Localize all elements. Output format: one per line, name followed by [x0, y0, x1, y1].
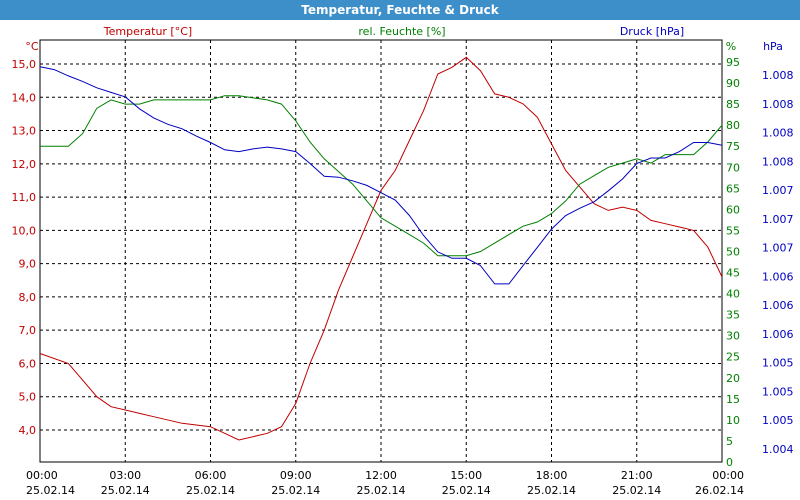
series-line-temperature [39, 56, 723, 441]
temperature-tick-label: 9,0 [19, 258, 37, 271]
x-tick-date: 25.02.14 [527, 484, 576, 497]
x-tick-time: 12:00 [365, 469, 397, 482]
temperature-tick-label: 7,0 [19, 324, 37, 337]
humidity-tick-label: 15 [726, 393, 740, 406]
pressure-tick-label: 1.008 [762, 127, 794, 140]
pressure-tick-label: 1.006 [762, 270, 794, 283]
x-tick-date: 25.02.14 [442, 484, 491, 497]
humidity-tick-label: 85 [726, 98, 740, 111]
humidity-tick-label: 35 [726, 309, 740, 322]
humidity-tick-label: 95 [726, 56, 740, 69]
humidity-axis-unit: % [726, 40, 736, 53]
x-tick-date: 25.02.14 [101, 484, 150, 497]
series-line-humidity [40, 95, 723, 257]
pressure-tick-label: 1.007 [762, 242, 794, 255]
pressure-tick-label: 1.005 [762, 385, 794, 398]
x-tick-date: 25.02.14 [357, 484, 406, 497]
humidity-tick-label: 25 [726, 351, 740, 364]
temperature-tick-label: 6,0 [19, 357, 37, 370]
pressure-axis-title: Druck [hPa] [620, 25, 684, 38]
x-tick-date: 25.02.14 [271, 484, 320, 497]
temperature-tick-label: 12,0 [12, 158, 37, 171]
temperature-tick-label: 5,0 [19, 391, 37, 404]
temperature-tick-label: 14,0 [12, 91, 37, 104]
pressure-tick-label: 1.008 [762, 155, 794, 168]
pressure-tick-label: 1.004 [762, 443, 794, 456]
x-tick-time: 15:00 [450, 469, 482, 482]
x-tick-date: 25.02.14 [26, 484, 75, 497]
x-tick-date: 25.02.14 [612, 484, 661, 497]
temperature-tick-label: 13,0 [12, 125, 37, 138]
pressure-tick-label: 1.007 [762, 184, 794, 197]
humidity-tick-label: 20 [726, 372, 740, 385]
x-tick-time: 09:00 [280, 469, 312, 482]
series-line-pressure [39, 66, 723, 285]
x-tick-time: 03:00 [109, 469, 141, 482]
humidity-tick-label: 0 [726, 456, 733, 469]
humidity-tick-label: 70 [726, 161, 740, 174]
temperature-tick-label: 4,0 [19, 424, 37, 437]
temperature-tick-label: 8,0 [19, 291, 37, 304]
x-tick-date: 26.02.14 [695, 484, 744, 497]
temperature-tick-label: 11,0 [12, 191, 37, 204]
chart-title: Temperatur, Feuchte & Druck [301, 3, 499, 17]
pressure-tick-label: 1.006 [762, 328, 794, 341]
x-tick-date: 25.02.14 [186, 484, 235, 497]
pressure-axis-unit: hPa [763, 40, 783, 53]
x-tick-time: 21:00 [621, 469, 653, 482]
chart-title-bar: Temperatur, Feuchte & Druck [0, 0, 800, 20]
humidity-axis-title: rel. Feuchte [%] [358, 25, 445, 38]
humidity-tick-label: 80 [726, 119, 740, 132]
pressure-tick-label: 1.006 [762, 299, 794, 312]
pressure-tick-label: 1.008 [762, 98, 794, 111]
x-tick-time: 06:00 [195, 469, 227, 482]
pressure-tick-label: 1.008 [762, 69, 794, 82]
humidity-tick-label: 65 [726, 182, 740, 195]
humidity-tick-label: 30 [726, 330, 740, 343]
humidity-tick-label: 75 [726, 140, 740, 153]
temperature-axis-unit: °C [25, 40, 39, 53]
humidity-tick-label: 40 [726, 288, 740, 301]
humidity-tick-label: 55 [726, 224, 740, 237]
humidity-tick-label: 45 [726, 267, 740, 280]
humidity-tick-label: 5 [726, 435, 733, 448]
pressure-tick-label: 1.007 [762, 213, 794, 226]
temperature-axis-title: Temperatur [°C] [103, 25, 192, 38]
x-tick-time: 00:00 [26, 469, 58, 482]
temperature-tick-label: 10,0 [12, 224, 37, 237]
humidity-tick-label: 90 [726, 77, 740, 90]
humidity-tick-label: 60 [726, 203, 740, 216]
x-tick-time: 00:00 [712, 469, 744, 482]
pressure-tick-label: 1.005 [762, 414, 794, 427]
humidity-tick-label: 10 [726, 414, 740, 427]
pressure-tick-label: 1.005 [762, 357, 794, 370]
x-tick-time: 18:00 [536, 469, 568, 482]
temperature-tick-label: 15,0 [12, 58, 37, 71]
humidity-tick-label: 50 [726, 245, 740, 258]
